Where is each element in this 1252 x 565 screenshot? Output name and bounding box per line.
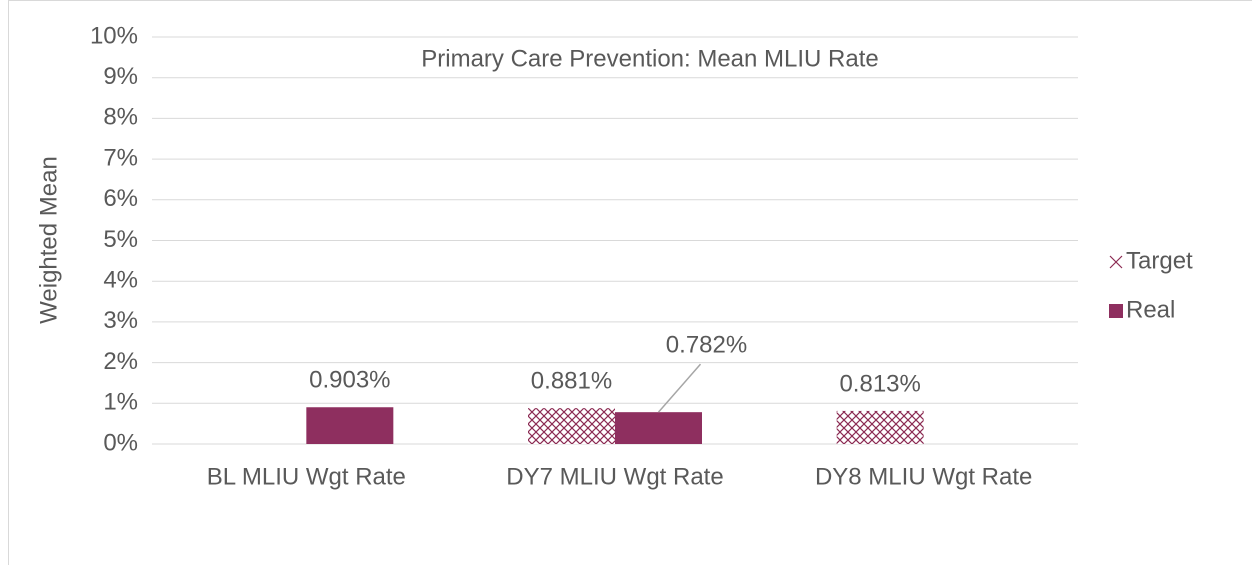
y-tick-label: 10% — [90, 22, 138, 49]
y-tick-label: 9% — [103, 63, 138, 90]
x-tick-label: DY8 MLIU Wgt Rate — [815, 463, 1032, 490]
bar — [615, 412, 702, 444]
data-label: 0.881% — [531, 367, 612, 394]
chart-title: Primary Care Prevention: Mean MLIU Rate — [421, 45, 879, 72]
x-tick-label: BL MLIU Wgt Rate — [207, 463, 406, 490]
y-tick-label: 6% — [103, 185, 138, 212]
y-tick-label: 5% — [103, 226, 138, 253]
chart-frame — [8, 0, 1252, 565]
x-tick-label: DY7 MLIU Wgt Rate — [506, 463, 723, 490]
leader-line — [657, 363, 702, 413]
y-tick-label: 3% — [103, 307, 138, 334]
legend-swatch — [1109, 255, 1123, 269]
data-label: 0.903% — [309, 367, 390, 394]
legend-swatch — [1109, 304, 1123, 318]
data-label: 0.782% — [666, 332, 747, 359]
legend-label: Target — [1126, 247, 1193, 274]
y-tick-label: 2% — [103, 348, 138, 375]
y-tick-label: 0% — [103, 429, 138, 456]
y-tick-label: 8% — [103, 104, 138, 131]
y-tick-label: 4% — [103, 267, 138, 294]
bar — [836, 410, 924, 444]
y-tick-label: 7% — [103, 144, 138, 171]
legend-label: Real — [1126, 296, 1175, 323]
y-axis-label: Weighted Mean — [35, 156, 62, 324]
data-label: 0.813% — [839, 370, 920, 397]
bar — [306, 407, 394, 444]
bar — [528, 408, 615, 444]
y-tick-label: 1% — [103, 389, 138, 416]
